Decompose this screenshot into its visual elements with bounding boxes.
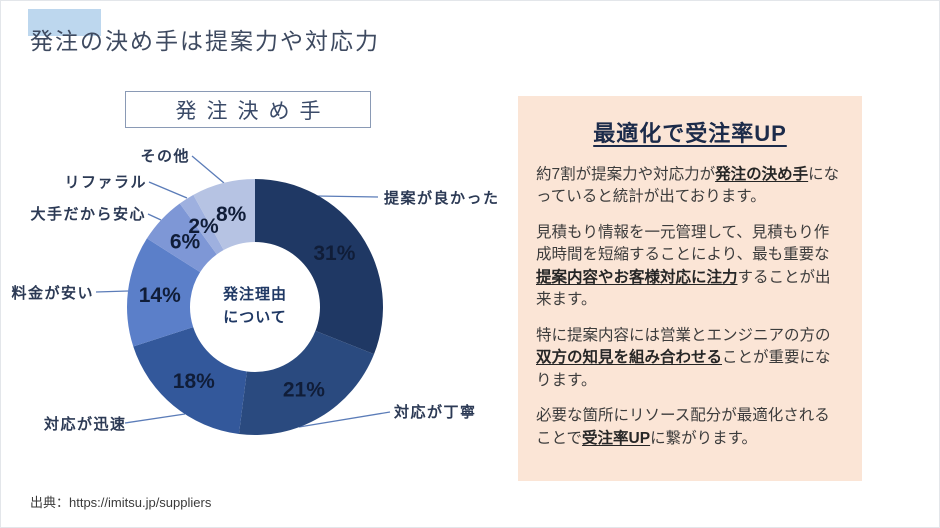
panel-paragraph-0: 約7割が提案力や対応力が発注の決め手になっていると統計が出ております。	[536, 164, 844, 209]
source-text: 出典：https://imitsu.jp/suppliers	[30, 495, 212, 510]
text-run: ことが重要になります。	[536, 349, 831, 389]
donut-segment-0	[255, 179, 383, 355]
donut-segment-2	[133, 327, 247, 434]
highlight-run: 双方の知見を組み合わせる	[536, 349, 723, 367]
donut-segment-1	[238, 330, 375, 435]
leader-line-0	[315, 195, 379, 198]
donut-chart: 31% 21% 18% 14% 6%2%8%	[95, 155, 391, 435]
text-run: 必要な箇所にリソース配分が最適化されることで	[536, 407, 830, 447]
donut-center-label: 発注理由 について	[222, 286, 287, 327]
donut-percent-label-5: 2%	[188, 215, 219, 238]
segment-label-big-company: 大手だから安心	[30, 206, 146, 223]
text-run: 特に提案内容には営業とエンジニアの方の	[536, 326, 831, 344]
donut-percent-label-4: 6%	[170, 230, 201, 253]
text-run: 約7割が提案力や対応力が	[536, 166, 716, 183]
panel-paragraph-2: 特に提案内容には営業とエンジニアの方の双方の知見を組み合わせることが重要になりま…	[536, 325, 844, 392]
panel-paragraphs: 約7割が提案力や対応力が発注の決め手になっていると統計が出ております。 見積もり情…	[536, 164, 844, 450]
text-run: することが出来ます。	[536, 268, 831, 309]
donut-percent-label-6: 8%	[216, 203, 247, 226]
text-run: 見積もり情報を一元管理して、見積もり作成時間を短縮することにより、最も重要な	[536, 223, 830, 264]
title-highlight-decoration	[28, 9, 101, 36]
chart-title-label: 発注決め手	[175, 99, 331, 123]
donut-percent-label-2: 18%	[173, 370, 215, 393]
donut-segment-5	[179, 194, 224, 255]
leader-line-2	[124, 413, 186, 424]
chart-title-box: 発注決め手	[125, 91, 371, 128]
highlight-run: 発注の決め手	[715, 166, 809, 183]
highlight-run: 受注率UP	[582, 429, 651, 447]
leader-line-1	[298, 411, 391, 428]
donut-percent-label-3: 14%	[139, 284, 181, 307]
segment-label-polite-response: 対応が丁寧	[394, 404, 477, 421]
panel-paragraph-1: 見積もり情報を一元管理して、見積もり作成時間を短縮することにより、最も重要な提案…	[536, 222, 844, 312]
segment-label-quick-response: 対応が迅速	[44, 416, 127, 433]
donut-percent-label-1: 21%	[283, 379, 325, 402]
optimization-panel: 最適化で受注率UP 約7割が提案力や対応力が発注の決め手になっていると統計が出て…	[518, 96, 862, 481]
text-run: に繋がります。	[650, 429, 758, 447]
leader-line-4	[147, 213, 162, 221]
leader-line-3	[95, 290, 129, 293]
panel-title: 最適化で受注率UP	[593, 121, 787, 146]
segment-label-other: その他	[140, 148, 190, 165]
segment-label-low-price: 料金が安い	[11, 285, 94, 302]
donut-chart-area: 31% 21% 18% 14% 6% 2% 8% 発注理由 について 提案が良かった 対応が…	[0, 140, 520, 490]
leader-line-6	[191, 155, 225, 184]
leader-line-5	[148, 181, 188, 199]
segment-label-referral: リファラル	[64, 174, 147, 191]
donut-segment-4	[146, 203, 217, 273]
segment-label-proposal: 提案が良かった	[384, 190, 500, 207]
donut-percent-label-0: 31%	[313, 242, 355, 265]
donut-segment-6	[193, 179, 255, 251]
slide-title: 発注の決め手は提案力や対応力	[30, 28, 380, 54]
donut-segment-3	[127, 238, 201, 347]
highlight-run: 提案内容やお客様対応に注力	[536, 268, 738, 286]
panel-paragraph-3: 必要な箇所にリソース配分が最適化されることで受注率UPに繋がります。	[536, 405, 844, 450]
text-run: になっていると統計が出ております。	[536, 166, 840, 206]
